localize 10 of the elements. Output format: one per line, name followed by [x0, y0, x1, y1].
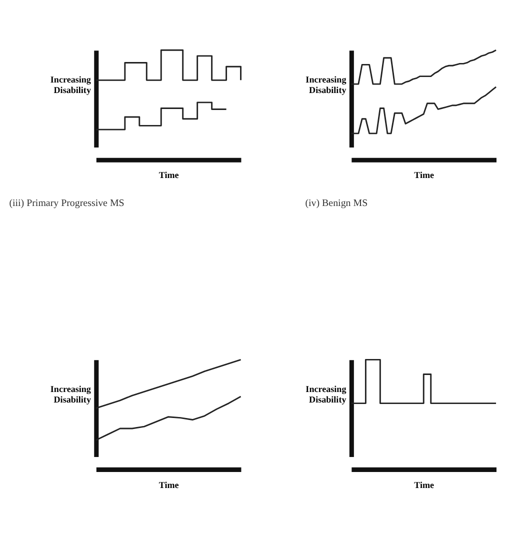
- x-axis-title: Time: [158, 480, 179, 490]
- x-axis-title: Time: [158, 170, 179, 180]
- y-axis-title: Increasing Disability: [50, 74, 92, 96]
- chart-title: (iii) Primary Progressive MS: [9, 198, 124, 209]
- x-axis-title: Time: [414, 170, 434, 180]
- y-axis-title: Increasing Disability: [306, 384, 347, 405]
- y-axis-title: Increasing Disability: [306, 74, 347, 96]
- y-axis-title: Increasing Disability: [50, 384, 92, 405]
- x-axis-title: Time: [414, 480, 434, 490]
- chart-title: (iv) Benign MS: [305, 198, 368, 209]
